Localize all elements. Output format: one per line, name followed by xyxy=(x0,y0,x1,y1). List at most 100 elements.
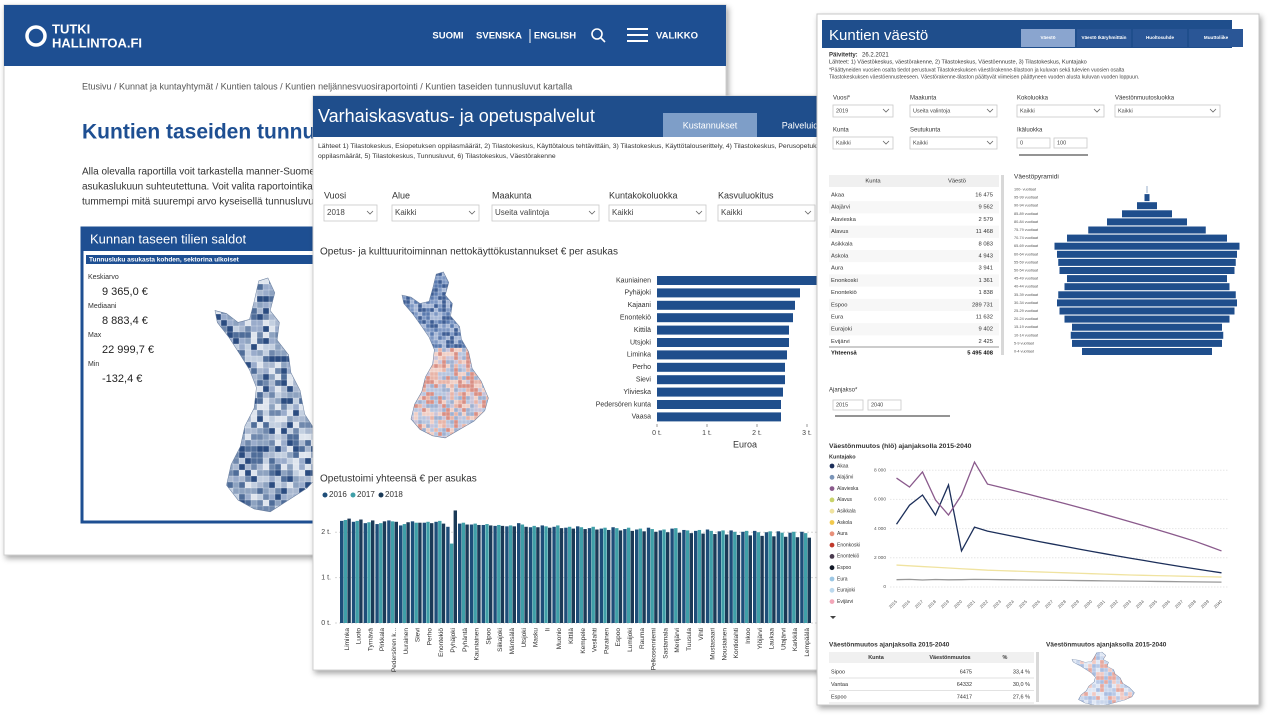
map-region xyxy=(437,359,443,365)
x-tick-label: Siikajoki xyxy=(497,628,504,652)
bar xyxy=(1054,242,1240,250)
map-region xyxy=(274,475,282,483)
map-region xyxy=(477,399,483,405)
tab[interactable] xyxy=(1077,29,1131,47)
map-region xyxy=(441,383,447,389)
map-region xyxy=(1091,687,1097,693)
map-region xyxy=(1115,691,1121,697)
map-region xyxy=(262,403,270,411)
bar xyxy=(599,528,603,623)
map-region xyxy=(268,343,276,351)
nav-link[interactable]: SUOMI xyxy=(432,31,463,42)
map-region xyxy=(441,315,447,321)
map-region xyxy=(298,439,306,447)
map-region xyxy=(268,499,276,507)
bar xyxy=(685,530,690,623)
bar xyxy=(800,531,804,623)
map-region xyxy=(449,427,455,433)
map-region xyxy=(256,301,264,309)
table-row-bg xyxy=(829,201,999,214)
map-region xyxy=(425,375,431,381)
category-label: 45-49 vuotiaat xyxy=(1014,277,1039,281)
map-region xyxy=(421,395,427,401)
tab[interactable] xyxy=(1189,29,1243,47)
bar xyxy=(524,526,528,623)
bar xyxy=(1072,323,1222,331)
map-region xyxy=(1099,683,1105,689)
map-region xyxy=(445,383,451,389)
bar xyxy=(1067,275,1227,283)
map-region xyxy=(469,411,475,417)
map-region xyxy=(304,475,312,483)
map-region xyxy=(256,355,264,363)
line-series xyxy=(896,578,1222,583)
map-region xyxy=(1127,691,1133,697)
table-row-bg xyxy=(829,274,999,287)
tab[interactable] xyxy=(1133,29,1187,47)
map-region xyxy=(1111,683,1117,689)
map-region xyxy=(417,399,423,405)
map-region xyxy=(437,299,443,305)
legend-label: Alajärvi xyxy=(837,475,853,481)
map-region xyxy=(244,433,252,441)
map-region xyxy=(481,395,487,401)
bar xyxy=(382,521,387,623)
x-tick-label: Pyhäntä xyxy=(462,628,469,652)
map-region xyxy=(238,469,246,477)
search-icon[interactable] xyxy=(591,28,603,40)
legend-swatch xyxy=(829,463,835,469)
map-region xyxy=(262,463,270,471)
map-region xyxy=(469,391,475,397)
map-region xyxy=(437,411,443,417)
map-region xyxy=(429,427,435,433)
map-region xyxy=(256,493,264,501)
map-region xyxy=(268,379,276,387)
bar xyxy=(1070,331,1224,339)
y-tick-label: 8 000 xyxy=(874,467,886,473)
map-region xyxy=(433,339,439,345)
tab[interactable] xyxy=(1021,29,1075,47)
legend-label: Akaa xyxy=(837,463,849,469)
map-region xyxy=(433,395,439,401)
map-region xyxy=(286,415,294,423)
nav-link[interactable]: SVENSKA xyxy=(476,31,522,42)
map-region xyxy=(304,439,312,447)
bar xyxy=(1137,202,1157,210)
map-region xyxy=(425,423,431,429)
map-region xyxy=(433,319,439,325)
bar xyxy=(1107,218,1187,226)
map-region xyxy=(465,387,471,393)
map-region xyxy=(280,409,288,417)
bar xyxy=(343,519,348,623)
map-region xyxy=(449,359,455,365)
map-region xyxy=(421,407,427,413)
map-region xyxy=(298,421,306,429)
map-region xyxy=(449,323,455,329)
map-region xyxy=(1099,671,1105,677)
map-region xyxy=(461,415,467,421)
tab[interactable] xyxy=(663,113,757,137)
map-region xyxy=(1115,679,1121,685)
filter-label: Vuosi xyxy=(324,190,346,200)
map-region xyxy=(256,487,264,495)
scrollbar xyxy=(1036,652,1039,702)
map-region xyxy=(449,355,455,361)
x-tick-label: 2022 xyxy=(979,599,990,610)
range-min: 2015 xyxy=(836,402,848,408)
chevron xyxy=(366,210,374,215)
table-cell: 1 361 xyxy=(978,278,993,284)
nav-link[interactable]: ENGLISH xyxy=(534,31,576,42)
map-region xyxy=(417,311,423,317)
bar xyxy=(473,523,477,623)
menu-link[interactable]: VALIKKO xyxy=(656,31,698,42)
bar xyxy=(674,528,678,623)
bar xyxy=(694,530,698,623)
bar xyxy=(658,530,662,623)
map-region xyxy=(477,407,483,413)
dropdown-value: Kaikki xyxy=(836,140,851,146)
map-region xyxy=(437,367,443,373)
map-region xyxy=(262,475,270,483)
map-region xyxy=(1091,667,1097,673)
map-region xyxy=(445,347,451,353)
map-region xyxy=(1107,687,1113,693)
